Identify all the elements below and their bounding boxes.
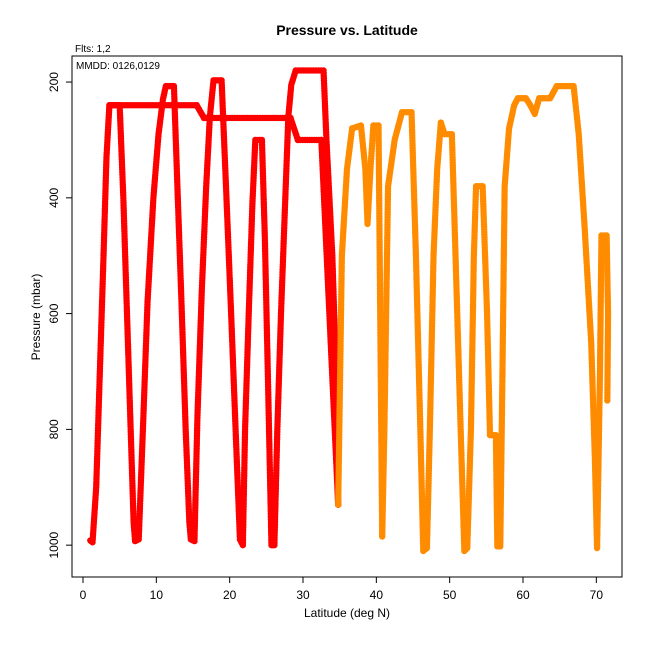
chart-title: Pressure vs. Latitude	[276, 22, 418, 38]
data-point	[604, 397, 611, 404]
x-tick-label: 20	[223, 588, 237, 602]
series-1	[87, 67, 342, 549]
y-tick-label: 1000	[47, 531, 61, 558]
annotation-flights: Flts: 1,2	[75, 44, 111, 55]
x-tick-label: 40	[370, 588, 384, 602]
series-2	[335, 82, 612, 555]
x-tick-label: 10	[150, 588, 164, 602]
x-axis: 0 10 20 30 40 50 60 70	[80, 576, 604, 602]
annotation-dates: MMDD: 0126,0129	[76, 61, 160, 72]
x-tick-label: 60	[516, 588, 530, 602]
y-tick-label: 200	[47, 72, 61, 92]
y-axis-label: Pressure (mbar)	[29, 274, 43, 361]
y-tick-label: 600	[47, 303, 61, 323]
x-tick-label: 50	[443, 588, 457, 602]
x-tick-label: 0	[80, 588, 87, 602]
y-tick-label: 400	[47, 187, 61, 207]
y-tick-label: 800	[47, 419, 61, 439]
x-tick-label: 70	[590, 588, 604, 602]
x-axis-label: Latitude (deg N)	[304, 606, 390, 620]
y-axis: 200 400 600 800 1000	[47, 72, 73, 559]
x-tick-label: 30	[296, 588, 310, 602]
data-points	[87, 67, 612, 555]
